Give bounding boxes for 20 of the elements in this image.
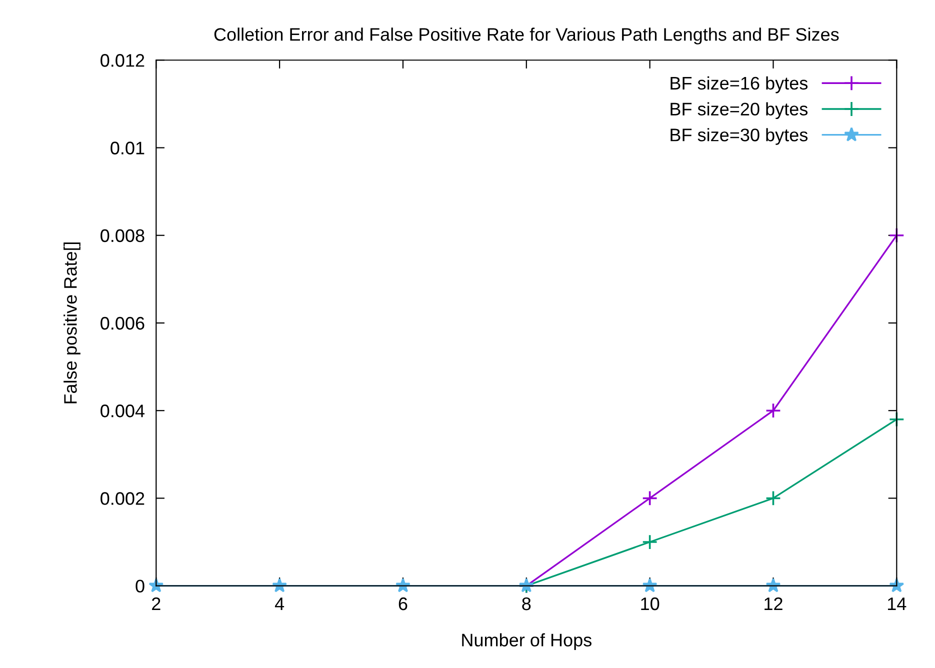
legend-label: BF size=20 bytes	[670, 102, 808, 120]
x-tick-label: 8	[522, 597, 531, 610]
y-tick-label: 0.006	[100, 316, 144, 330]
y-tick-label: 0.004	[100, 404, 145, 418]
y-tick-label: 0.01	[110, 142, 144, 154]
x-tick-label: 4	[274, 598, 284, 610]
y-tick-label: 0.012	[100, 54, 144, 67]
x-tick-label: 14	[888, 598, 906, 610]
x-tick-label: 6	[398, 597, 408, 610]
legend-label: BF size=16 bytes	[670, 76, 808, 94]
x-tick-label: 10	[641, 597, 660, 610]
legend-label: BF size=30 bytes	[670, 128, 808, 145]
chart-title: Colletion Error and False Positive Rate for Various Path Lengths and BF Sizes	[214, 28, 839, 44]
x-axis-title: Number of Hops	[462, 633, 592, 650]
y-tick-label: 0	[136, 580, 144, 593]
y-tick-label: 0.008	[100, 229, 144, 242]
x-tick-label: 2	[152, 597, 160, 610]
y-tick-label: 0.002	[100, 492, 144, 505]
x-tick-label: 12	[764, 597, 782, 610]
y-axis-title: False positive Rate[]	[64, 242, 80, 404]
